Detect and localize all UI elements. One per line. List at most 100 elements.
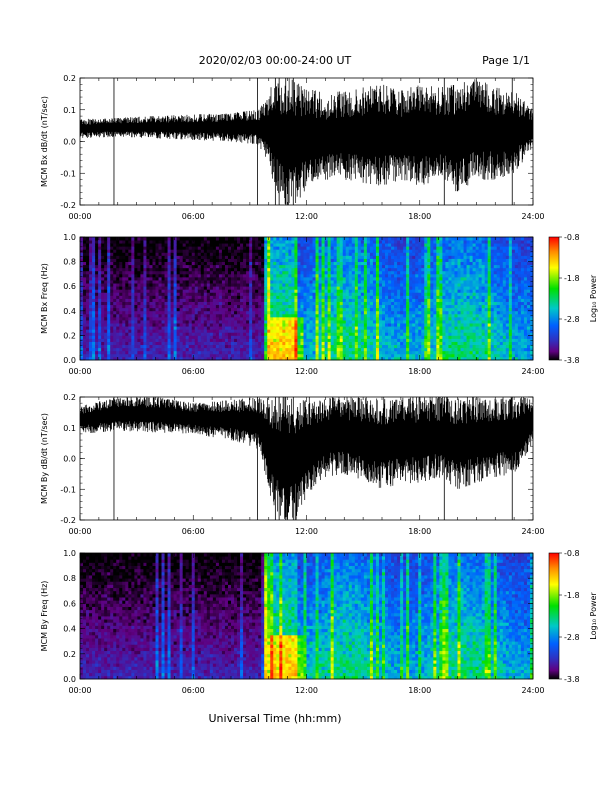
spectrogram-cell: [170, 243, 175, 247]
spectrogram-cell: [83, 289, 87, 293]
spectrogram-cell: [164, 341, 168, 346]
spectrogram-cell: [273, 329, 277, 333]
spectrogram-cell: [164, 298, 168, 302]
spectrogram-cell: [227, 316, 232, 321]
spectrogram-cell: [95, 307, 99, 312]
spectrogram-cell: [309, 338, 313, 342]
spectrogram-cell: [128, 286, 132, 290]
spectrogram-cell: [125, 335, 129, 339]
spectrogram-cell: [415, 264, 419, 269]
spectrogram-cell: [409, 344, 413, 349]
spectrogram-cell: [400, 280, 404, 284]
spectrogram-cell: [167, 350, 171, 355]
spectrogram-cell: [176, 332, 181, 336]
spectrogram-cell: [212, 350, 217, 355]
spectrogram-cell: [345, 264, 350, 269]
spectrogram-cell: [258, 289, 262, 293]
spectrogram-cell: [161, 252, 165, 256]
spectrogram-cell: [285, 341, 289, 346]
spectrogram-cell: [273, 320, 277, 324]
spectrogram-cell: [339, 246, 344, 250]
spectrogram-cell: [330, 329, 335, 333]
spectrogram-cell: [394, 320, 398, 324]
spectrogram-cell: [391, 267, 395, 272]
spectrogram-cell: [375, 307, 380, 312]
spectrogram-cell: [388, 283, 392, 287]
spectrogram-cell: [391, 255, 395, 259]
spectrogram-cell: [240, 298, 244, 302]
spectrogram-cell: [309, 320, 313, 324]
spectrogram-cell: [194, 353, 199, 358]
spectrogram-cell: [430, 283, 434, 287]
spectrogram-cell: [182, 252, 187, 256]
spectrogram-cell: [378, 273, 383, 278]
spectrogram-cell: [215, 261, 220, 266]
spectrogram-cell: [92, 276, 96, 281]
spectrogram-cell: [200, 292, 205, 296]
spectrogram-cell: [149, 292, 153, 296]
spectrogram-cell: [182, 313, 187, 318]
spectrogram-cell: [276, 301, 280, 306]
spectrogram-cell: [397, 280, 401, 284]
spectrogram-cell: [83, 332, 87, 336]
spectrogram-cell: [218, 246, 223, 250]
spectrogram-cell: [146, 304, 150, 309]
spectrogram-cell: [95, 295, 99, 299]
spectrogram-cell: [294, 292, 298, 296]
spectrogram-cell: [385, 255, 389, 259]
spectrogram-cell: [312, 243, 316, 247]
spectrogram-cell: [137, 335, 141, 339]
spectrogram-cell: [433, 316, 437, 321]
spectrogram-cell: [134, 332, 138, 336]
spectrogram-cell: [288, 264, 292, 269]
spectrogram-cell: [394, 326, 398, 330]
spectrogram-cell: [209, 307, 214, 312]
spectrogram-cell: [312, 356, 316, 361]
spectrogram-cell: [372, 323, 377, 327]
spectrogram-cell: [436, 270, 440, 275]
spectrogram-cell: [394, 276, 398, 281]
spectrogram-cell: [200, 249, 205, 253]
spectrogram-cell: [209, 304, 214, 309]
spectrogram-cell: [143, 252, 147, 256]
spectrogram-cell: [375, 329, 380, 333]
spectrogram-cell: [252, 249, 256, 253]
spectrogram-cell: [243, 341, 247, 346]
spectrogram-cell: [270, 332, 274, 336]
spectrogram-cell: [385, 267, 389, 272]
spectrogram-cell: [288, 344, 292, 349]
spectrogram-cell: [306, 332, 310, 336]
spectrogram-cell: [92, 240, 96, 244]
spectrogram-cell: [143, 264, 147, 269]
spectrogram-cell: [421, 344, 425, 349]
spectrogram-cell: [194, 246, 199, 250]
spectrogram-cell: [324, 283, 329, 287]
spectrogram-cell: [249, 326, 253, 330]
spectrogram-cell: [327, 289, 332, 293]
spectrogram-cell: [279, 298, 283, 302]
spectrogram-cell: [119, 273, 123, 278]
spectrogram-cell: [366, 332, 371, 336]
spectrogram-cell: [110, 356, 114, 361]
spectrogram-cell: [372, 237, 377, 241]
spectrogram-cell: [369, 258, 374, 262]
spectrogram-cell: [185, 243, 190, 247]
spectrogram-cell: [110, 313, 114, 318]
spectrogram-cell: [282, 316, 286, 321]
spectrogram-cell: [430, 301, 434, 306]
spectrogram-cell: [267, 283, 271, 287]
spectrogram-cell: [427, 323, 431, 327]
spectrogram-cell: [98, 307, 102, 312]
spectrogram-cell: [152, 252, 156, 256]
spectrogram-cell: [101, 267, 105, 272]
spectrogram-cell: [140, 335, 144, 339]
spectrogram-cell: [285, 323, 289, 327]
spectrogram-cell: [439, 332, 443, 336]
spectrogram-cell: [86, 304, 90, 309]
spectrogram-cell: [206, 316, 211, 321]
spectrogram-cell: [348, 258, 353, 262]
spectrogram-cell: [427, 313, 431, 318]
spectrogram-cell: [143, 255, 147, 259]
spectrogram-cell: [215, 329, 220, 333]
spectrogram-cell: [267, 298, 271, 302]
